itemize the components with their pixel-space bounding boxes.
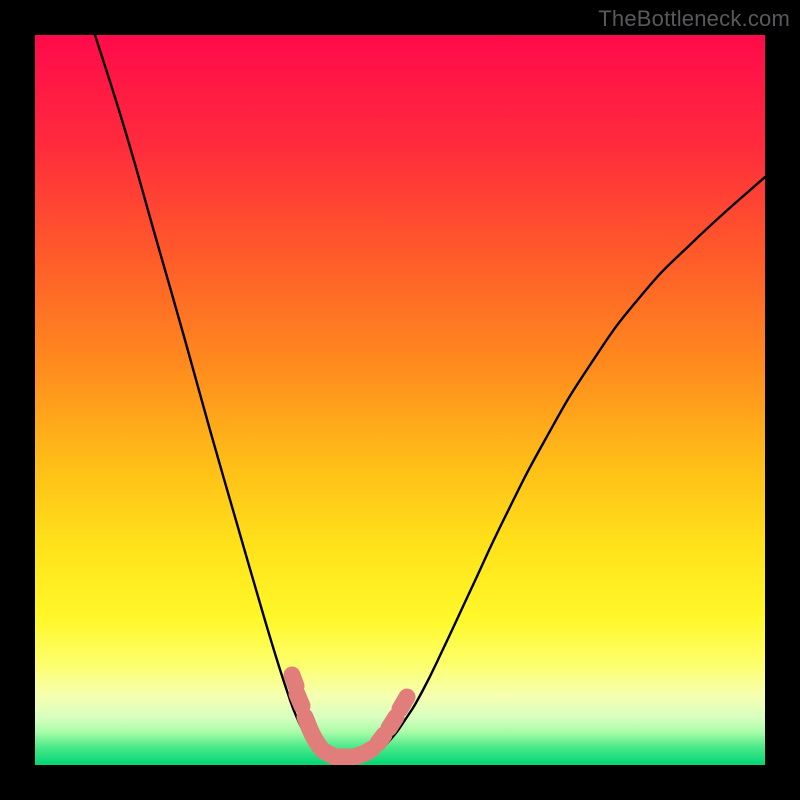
marker-bead	[389, 717, 396, 728]
marker-bead	[400, 697, 407, 709]
watermark-text: TheBottleneck.com	[598, 6, 790, 32]
outer-frame: TheBottleneck.com	[0, 0, 800, 800]
marker-bead	[292, 675, 296, 686]
marker-bead	[297, 694, 302, 706]
plot-area	[35, 35, 765, 765]
gradient-background	[35, 35, 765, 765]
chart-svg	[35, 35, 765, 765]
marker-bead	[378, 735, 384, 743]
